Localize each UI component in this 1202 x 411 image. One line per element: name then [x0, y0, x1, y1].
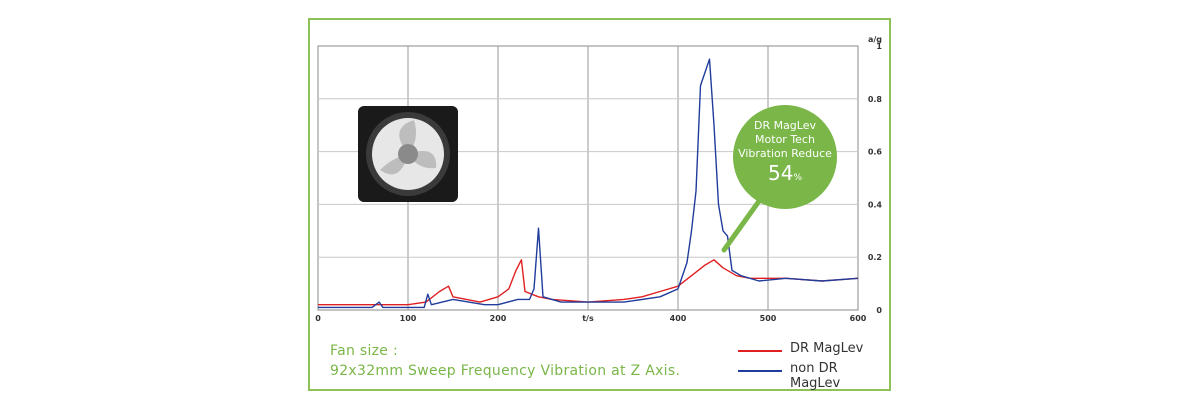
legend-non-dr-maglev-swatch — [738, 370, 782, 372]
x-tick-label: 400 — [670, 314, 687, 323]
callout-value: 54 — [767, 161, 794, 185]
y-tick-label: 0 — [876, 306, 882, 315]
callout-line1: DR MagLev — [753, 119, 817, 132]
x-tick-label: 500 — [760, 314, 777, 323]
caption-line1: Fan size : — [330, 343, 398, 359]
reduction-callout-bubble: DR MagLev Motor Tech Vibration Reduce 54… — [733, 105, 837, 209]
fan-image — [358, 106, 458, 202]
x-tick-label: 200 — [490, 314, 507, 323]
y-axis-label: a/g — [868, 35, 882, 44]
x-tick-label: t/s — [582, 314, 594, 323]
legend-non-dr-maglev-label: non DR MagLev — [790, 361, 841, 391]
x-tick-label: 0 — [315, 314, 321, 323]
callout-value-wrap: 54% — [733, 161, 837, 190]
callout-line3: Vibration Reduce — [738, 147, 832, 160]
caption-line2: 92x32mm Sweep Frequency Vibration at Z A… — [330, 363, 681, 379]
y-tick-label: 0.2 — [868, 253, 882, 262]
callout-line2: Motor Tech — [755, 133, 815, 146]
legend-dr-maglev-swatch — [738, 350, 782, 352]
y-tick-label: 0.8 — [868, 95, 883, 104]
y-tick-label: 0.6 — [868, 148, 883, 157]
legend-dr-maglev-label: DR MagLev — [790, 341, 864, 356]
series-line-non-dr-maglev — [318, 58, 859, 309]
callout-unit: % — [793, 173, 802, 183]
y-tick-label: 0.4 — [868, 200, 883, 209]
x-tick-label: 600 — [850, 314, 867, 323]
x-tick-label: 100 — [400, 314, 417, 323]
y-tick-label: 1 — [876, 42, 882, 51]
chart-frame: 0 100 200 t/s 400 500 600 0 0.2 0.4 0.6 0.8 1 a/g DR … — [308, 18, 891, 391]
